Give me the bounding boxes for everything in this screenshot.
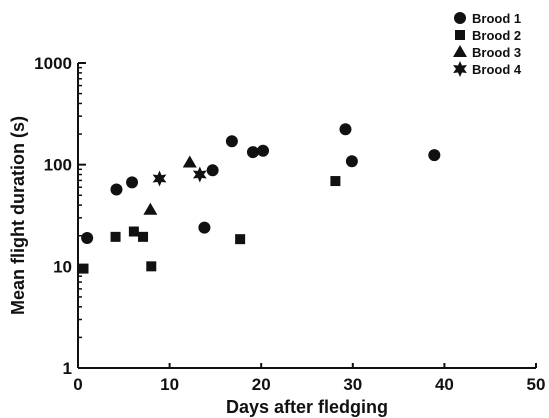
- data-points: [78, 123, 441, 274]
- x-axis-title: Days after fledging: [226, 397, 388, 417]
- y-tick-label: 1: [63, 359, 72, 378]
- legend-label: Brood 3: [472, 45, 521, 60]
- legend-marker-star: [453, 61, 467, 77]
- data-point-triangle: [143, 202, 158, 215]
- data-point-star: [152, 170, 167, 187]
- y-tick-label: 1000: [34, 54, 72, 73]
- data-point-square: [146, 261, 157, 272]
- data-point-circle: [246, 146, 259, 159]
- data-point-circle: [225, 135, 238, 148]
- data-point-square: [330, 176, 341, 187]
- data-point-square: [138, 231, 149, 242]
- data-point-circle: [198, 221, 211, 234]
- data-point-square: [128, 226, 139, 237]
- y-tick-label: 10: [53, 257, 72, 276]
- data-point-circle: [339, 123, 352, 136]
- data-point-triangle: [182, 155, 197, 168]
- data-point-circle: [110, 183, 123, 196]
- data-point-square: [110, 231, 121, 242]
- x-tick-label: 10: [160, 375, 179, 394]
- data-point-circle: [126, 176, 139, 189]
- data-point-square: [78, 263, 89, 274]
- y-tick-label: 100: [44, 156, 72, 175]
- legend-label: Brood 1: [472, 11, 521, 26]
- data-point-circle: [345, 155, 358, 168]
- legend: Brood 1 Brood 2 Brood 3 Brood 4: [453, 11, 522, 77]
- ticks: 0 10 20 30 40 50 1 10 100 1000: [34, 54, 545, 394]
- legend-marker-triangle: [453, 45, 467, 57]
- data-point-square: [235, 234, 246, 245]
- data-point-circle: [428, 149, 441, 162]
- x-tick-label: 30: [343, 375, 362, 394]
- data-point-circle: [81, 231, 94, 244]
- x-tick-label: 50: [527, 375, 546, 394]
- legend-marker-square: [455, 30, 465, 40]
- legend-marker-circle: [454, 12, 466, 24]
- x-tick-label: 20: [252, 375, 271, 394]
- x-tick-label: 0: [73, 375, 82, 394]
- axes: [77, 63, 536, 369]
- data-point-circle: [257, 144, 270, 157]
- legend-label: Brood 2: [472, 28, 521, 43]
- legend-label: Brood 4: [472, 62, 522, 77]
- data-point-star: [192, 166, 207, 183]
- x-tick-label: 40: [435, 375, 454, 394]
- y-axis-title: Mean flight duration (s): [8, 116, 28, 315]
- data-point-circle: [206, 164, 219, 177]
